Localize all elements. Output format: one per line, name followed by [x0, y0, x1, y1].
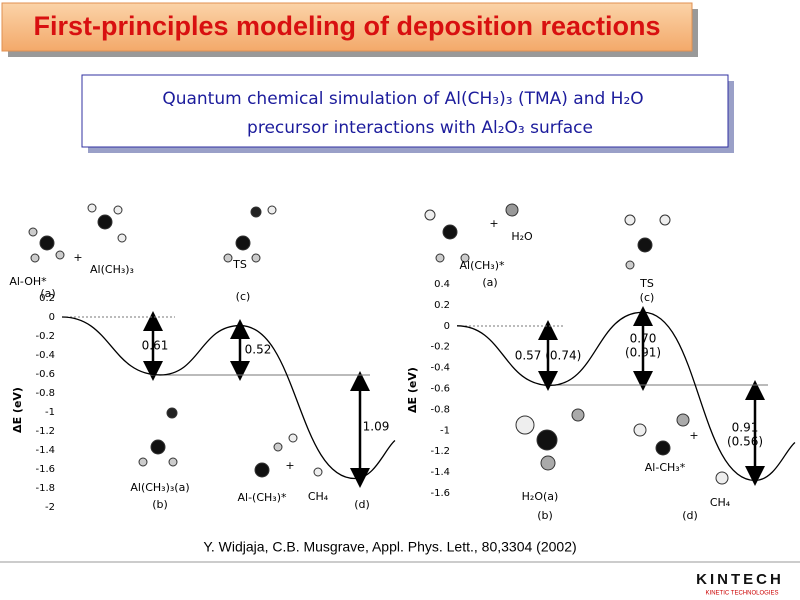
species-label: +: [489, 217, 498, 230]
energy-annotation: 1.09: [363, 420, 390, 434]
energy-annotation: 0.57 (0.74): [515, 349, 582, 363]
species-label: +: [73, 251, 82, 264]
energy-arrows: [143, 306, 765, 488]
species-label: Al(CH₃)₃: [90, 263, 134, 276]
species-label: TS: [232, 258, 247, 271]
species-label: Al(CH₃)*: [459, 259, 505, 272]
energy-annotation: 0.61: [142, 339, 169, 353]
energy-curve: [61, 316, 356, 480]
category-label: (b): [152, 498, 168, 511]
curve-tail: [354, 439, 396, 480]
category-label: (c): [640, 291, 655, 304]
y-tick-label: -0.2: [35, 331, 55, 342]
y-tick-label: -1.2: [35, 426, 55, 437]
logo-sub: KINETIC TECHNOLOGIES: [706, 591, 779, 597]
energy-annotation: (0.56): [727, 435, 763, 449]
species-label: CH₄: [308, 490, 329, 503]
category-label: (c): [236, 290, 251, 303]
y-tick-label: -1.2: [430, 446, 450, 457]
category-label: (a): [40, 287, 55, 300]
y-tick-label: -0.4: [35, 350, 55, 361]
y-tick-label: -2: [45, 502, 55, 513]
energy-annotation: 0.91: [732, 421, 759, 435]
y-tick-label: -1.8: [35, 483, 55, 494]
curve-tail: [754, 441, 796, 482]
y-tick-label: -0.8: [35, 388, 55, 399]
title: First-principles modeling of deposition …: [33, 11, 660, 41]
logo: KINTECH: [696, 571, 784, 588]
y-tick-label: -1: [440, 425, 450, 436]
molecules: [28, 203, 729, 485]
category-label: (b): [537, 509, 553, 522]
y-tick-label: -0.6: [35, 369, 55, 380]
energy-annotation: 0.70: [630, 332, 657, 346]
species-label: +: [689, 429, 698, 442]
y-tick-label: -1.6: [430, 488, 450, 499]
y-axis-label: ΔE (eV): [406, 367, 419, 413]
y-tick-label: 0: [49, 312, 55, 323]
species-label: CH₄: [710, 496, 731, 509]
species-label: Al(CH₃)₃(a): [130, 481, 189, 494]
subtitle-line: precursor interactions with Al₂O₃ surfac…: [247, 118, 593, 138]
subtitle-box: [81, 74, 729, 148]
category-label: (d): [682, 509, 698, 522]
species-label: Al-OH*: [9, 275, 47, 288]
y-axis-label: ΔE (eV): [11, 387, 24, 433]
y-tick-label: 0.2: [39, 293, 55, 304]
y-tick-label: -0.4: [430, 363, 450, 374]
y-tick-label: 0: [444, 321, 450, 332]
species-label: H₂O(a): [522, 490, 559, 503]
species-label: +: [285, 459, 294, 472]
category-label: (a): [482, 276, 497, 289]
category-label: (d): [354, 498, 370, 511]
species-label: Al-CH₃*: [645, 461, 686, 474]
reference-lines: [62, 316, 768, 386]
title-box: [1, 2, 693, 52]
y-tick-label: -1.4: [430, 467, 450, 478]
y-tick-label: -0.8: [430, 404, 450, 415]
energy-annotation: 0.52: [245, 343, 272, 357]
species-label: TS: [639, 277, 654, 290]
species-label: H₂O: [511, 230, 533, 243]
energy-annotation: (0.91): [625, 346, 661, 360]
y-tick-label: 0.4: [434, 279, 450, 290]
citation: Y. Widjaja, C.B. Musgrave, Appl. Phys. L…: [203, 539, 576, 555]
y-tick-label: -0.2: [430, 342, 450, 353]
y-tick-label: -1: [45, 407, 55, 418]
y-tick-label: -0.6: [430, 384, 450, 395]
species-label: Al-(CH₃)*: [238, 491, 287, 504]
y-tick-label: 0.2: [434, 300, 450, 311]
y-tick-label: -1.6: [35, 464, 55, 475]
y-tick-label: -1.4: [35, 445, 55, 456]
energy-curve: [456, 311, 756, 482]
subtitle-line: Quantum chemical simulation of Al(CH₃)₃ …: [162, 89, 643, 109]
